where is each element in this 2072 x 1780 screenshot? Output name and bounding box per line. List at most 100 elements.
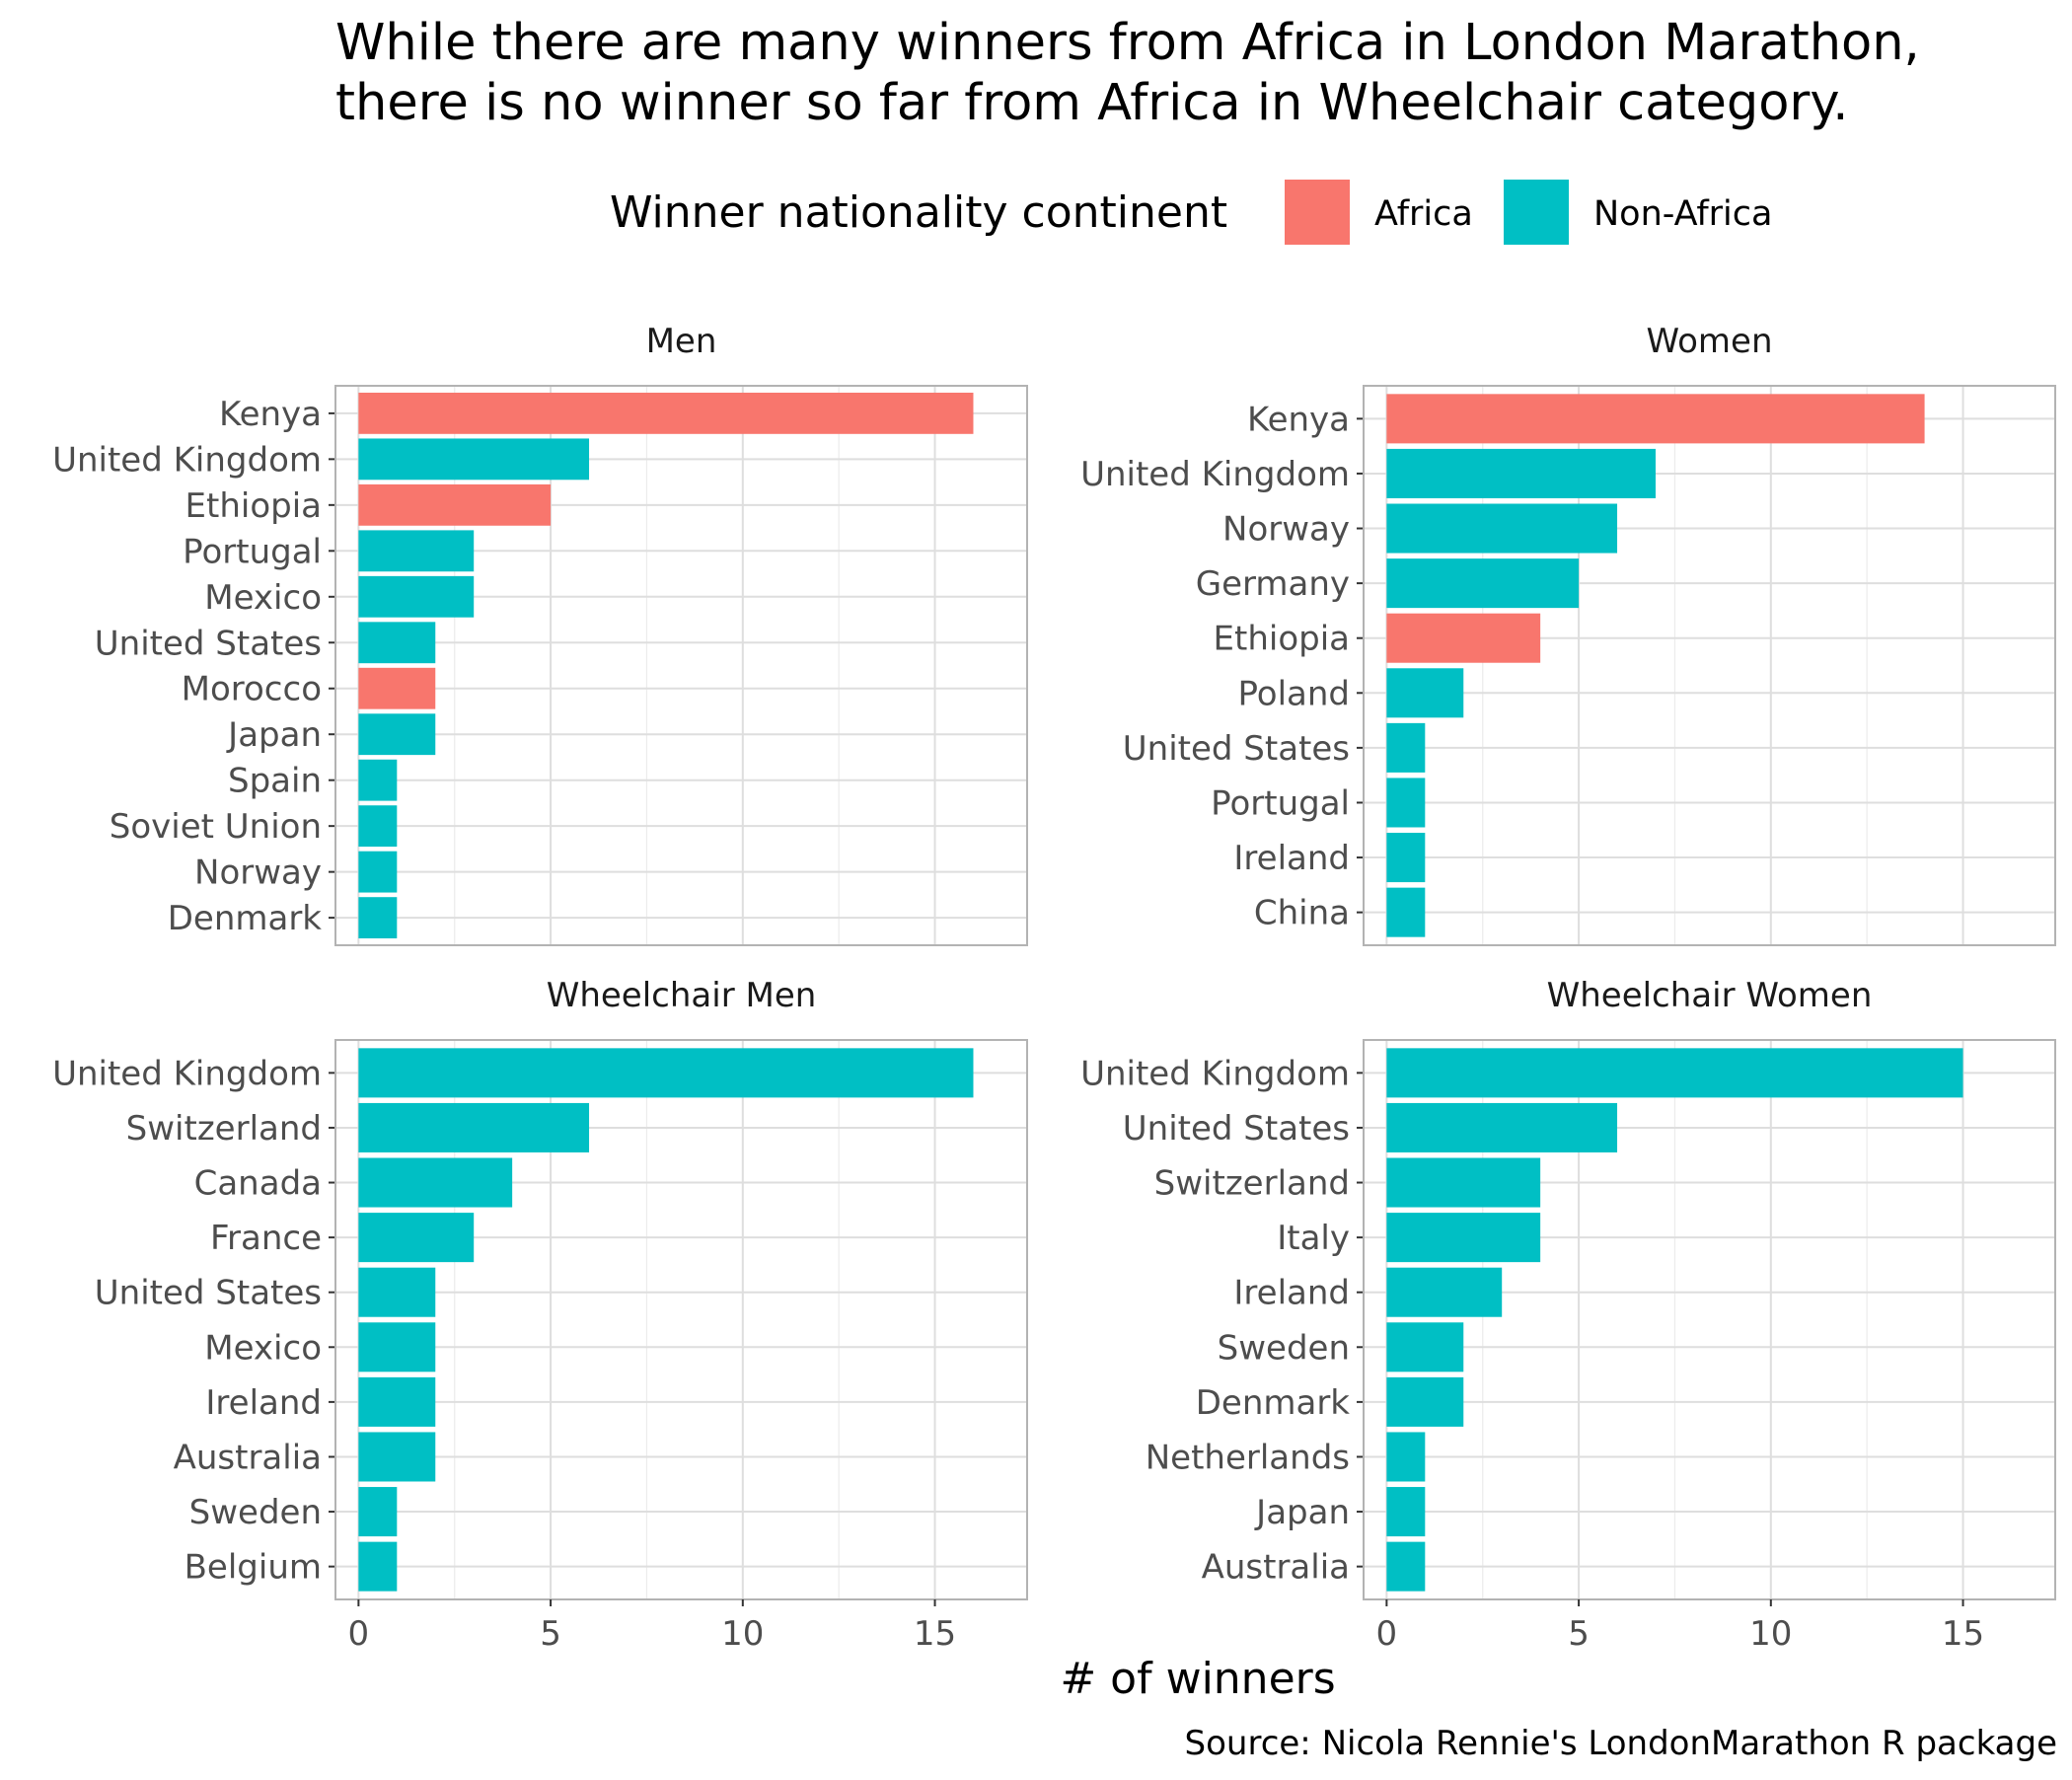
legend-swatch-africa [1285, 180, 1350, 245]
bar [358, 759, 398, 801]
y-tick-label: United States [1123, 729, 1350, 769]
panel-border [1363, 1039, 2056, 1600]
facet-panel: Women Kenya United Kingdom Norway Germany Eth… [1080, 322, 2056, 946]
legend-label-non-africa: Non-Africa [1593, 194, 1772, 234]
bar [358, 575, 475, 618]
bar [1386, 1376, 1464, 1427]
bar [1386, 668, 1464, 718]
chart-title: While there are many winners from Africa… [335, 14, 1920, 132]
bar [1386, 1213, 1541, 1263]
bar [358, 851, 398, 893]
y-tick-label: Japan [1254, 1493, 1350, 1532]
chart-title-line-1: While there are many winners from Africa… [335, 14, 1920, 72]
facet-strip-title: Wheelchair Men [547, 976, 817, 1015]
bar [1386, 613, 1541, 663]
facet-panel: Wheelchair Women United Kingdom United Sta… [1080, 976, 2056, 1654]
chart-caption: Source: Nicola Rennie's LondonMarathon R… [1185, 1724, 2057, 1763]
bar [1386, 778, 1426, 828]
bar [1386, 1048, 1963, 1098]
bar [358, 483, 552, 526]
x-tick-label: 15 [914, 1614, 956, 1654]
y-tick-label: Kenya [1247, 400, 1350, 439]
y-tick-label: Norway [1222, 510, 1350, 550]
panel-border [334, 1039, 1028, 1600]
x-tick-label: 15 [1942, 1614, 1984, 1654]
y-tick-label: Portugal [183, 532, 322, 571]
bar [358, 713, 436, 756]
bar [358, 1048, 974, 1098]
bar [1386, 1322, 1464, 1372]
bar [1386, 833, 1426, 883]
bar [358, 805, 398, 848]
y-tick-label: Ethiopia [185, 486, 322, 526]
x-axis-title: # of winners [1060, 1654, 1335, 1704]
bar [358, 622, 436, 664]
y-tick-label: Ethiopia [1214, 620, 1350, 659]
bar [1386, 394, 1925, 444]
y-tick-label: Australia [174, 1438, 322, 1477]
x-tick-label: 10 [1749, 1614, 1792, 1654]
bar [358, 1487, 398, 1537]
y-tick-label: Germany [1196, 564, 1350, 604]
bar [358, 667, 436, 709]
bar [1386, 558, 1580, 609]
y-tick-label: Switzerland [126, 1109, 322, 1149]
legend-swatch-non-africa [1504, 180, 1569, 245]
y-tick-label: United States [95, 624, 322, 663]
bar [358, 530, 475, 572]
y-tick-label: Denmark [168, 899, 323, 938]
facet-strip-title: Wheelchair Women [1547, 976, 1873, 1015]
legend: Winner nationality continent Africa Non-… [610, 180, 1772, 245]
y-tick-label: United States [95, 1274, 322, 1313]
bar [1386, 1432, 1426, 1482]
panel-border [334, 385, 1028, 946]
bar [358, 1157, 513, 1208]
y-tick-label: Sweden [1218, 1328, 1350, 1368]
y-tick-label: Canada [194, 1164, 322, 1204]
x-tick-label: 0 [1376, 1614, 1398, 1654]
panel-border [1363, 385, 2056, 946]
y-tick-label: Poland [1237, 674, 1350, 713]
y-tick-label: Kenya [219, 395, 322, 434]
facet-panels: Men Kenya United Kingdom Ethiopia Portugal Me… [52, 322, 2056, 1654]
bar [1386, 887, 1426, 937]
x-tick-label: 5 [1568, 1614, 1590, 1654]
legend-label-africa: Africa [1374, 194, 1473, 234]
bar [1386, 1487, 1426, 1537]
y-tick-label: Italy [1277, 1219, 1350, 1258]
y-tick-label: Japan [226, 715, 322, 755]
y-tick-label: United Kingdom [1080, 455, 1350, 494]
bar [358, 897, 398, 939]
y-tick-label: France [210, 1219, 322, 1258]
bar [358, 1102, 590, 1152]
x-tick-label: 0 [348, 1614, 370, 1654]
bar [1386, 1102, 1618, 1152]
y-tick-label: Ireland [205, 1383, 322, 1423]
y-tick-label: Soviet Union [110, 807, 322, 847]
bar [358, 1541, 398, 1592]
bar [358, 1267, 436, 1317]
bar [1386, 1157, 1541, 1208]
y-tick-label: Denmark [1196, 1383, 1351, 1423]
facet-strip-title: Women [1646, 322, 1772, 361]
y-tick-label: Ireland [1233, 839, 1350, 878]
chart-title-line-2: there is no winner so far from Africa in… [335, 74, 1849, 132]
y-tick-label: United Kingdom [52, 1054, 322, 1093]
y-tick-label: United States [1123, 1109, 1350, 1149]
y-tick-label: Norway [194, 853, 322, 893]
bar [358, 392, 974, 434]
facet-panel: Men Kenya United Kingdom Ethiopia Portugal Me… [52, 322, 1028, 946]
y-tick-label: Portugal [1211, 783, 1350, 823]
bar [1386, 448, 1656, 498]
bar [358, 1322, 436, 1372]
y-tick-label: United Kingdom [52, 440, 322, 480]
bar [1386, 1541, 1426, 1592]
x-tick-label: 5 [540, 1614, 561, 1654]
y-tick-label: Netherlands [1146, 1438, 1350, 1477]
legend-title: Winner nationality continent [610, 187, 1227, 238]
facet-strip-title: Men [646, 322, 717, 361]
y-tick-label: United Kingdom [1080, 1054, 1350, 1093]
y-tick-label: Ireland [1233, 1274, 1350, 1313]
y-tick-label: Australia [1202, 1548, 1350, 1588]
